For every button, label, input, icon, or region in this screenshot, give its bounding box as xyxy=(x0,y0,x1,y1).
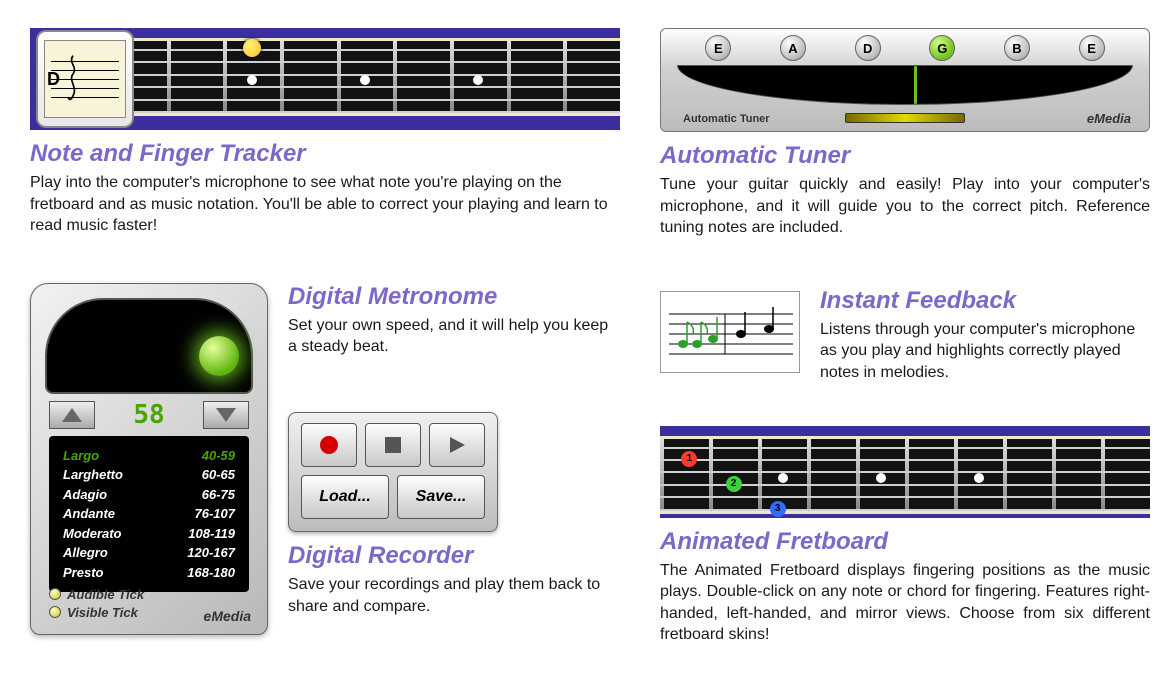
tuner-note-b-4[interactable]: B xyxy=(1004,35,1030,61)
tuner-window xyxy=(677,65,1133,105)
metronome-device: 58 Largo40-59Larghetto60-65Adagio66-75An… xyxy=(30,283,268,635)
animated-fretboard-image: 1 2 3 xyxy=(660,426,1150,518)
feedback-body: Listens through your computer's micropho… xyxy=(820,319,1150,384)
feedback-title: Instant Feedback xyxy=(820,287,1150,315)
tuner-label: Automatic Tuner xyxy=(683,113,770,125)
note-tracker-body: Play into the computer's microphone to s… xyxy=(30,172,620,237)
bpm-display: 58 xyxy=(133,400,164,430)
recorder-device: Load... Save... xyxy=(288,412,498,532)
tuner-body: Tune your guitar quickly and easily! Pla… xyxy=(660,174,1150,239)
finger-dot-2: 2 xyxy=(726,476,742,492)
tuner-note-a-1[interactable]: A xyxy=(780,35,806,61)
tempo-row-presto[interactable]: Presto168-180 xyxy=(63,563,235,583)
save-button[interactable]: Save... xyxy=(397,475,485,519)
tuner-device: E A D G B E Automatic Tuner eMedia xyxy=(660,28,1150,132)
animated-body: The Animated Fretboard displays fingerin… xyxy=(660,560,1150,646)
tuner-note-e-0[interactable]: E xyxy=(705,35,731,61)
audible-tick-label: Audible Tick xyxy=(67,587,144,602)
tuner-title: Automatic Tuner xyxy=(660,142,1150,170)
tempo-row-moderato[interactable]: Moderato108-119 xyxy=(63,524,235,544)
notation-card: D xyxy=(36,30,134,128)
finger-dot-3: 3 xyxy=(770,501,786,517)
play-button[interactable] xyxy=(429,423,485,467)
feedback-img xyxy=(660,291,800,373)
animated-title: Animated Fretboard xyxy=(660,528,1150,556)
recorder-body: Save your recordings and play them back … xyxy=(288,574,620,617)
tuner-needle xyxy=(914,66,917,104)
metronome-body: Set your own speed, and it will help you… xyxy=(288,315,620,358)
tuner-brand: eMedia xyxy=(1087,111,1131,126)
highlighted-note xyxy=(243,39,261,57)
metronome-screen xyxy=(45,298,253,394)
beat-indicator xyxy=(199,336,239,376)
tuner-note-g-3[interactable]: G xyxy=(929,35,955,61)
tempo-row-allegro[interactable]: Allegro120-167 xyxy=(63,543,235,563)
tempo-list: Largo40-59Larghetto60-65Adagio66-75Andan… xyxy=(49,436,249,593)
note-tracker-title: Note and Finger Tracker xyxy=(30,140,620,168)
visible-tick-label: Visible Tick xyxy=(67,605,138,620)
tempo-row-adagio[interactable]: Adagio66-75 xyxy=(63,485,235,505)
tempo-row-larghetto[interactable]: Larghetto60-65 xyxy=(63,465,235,485)
tuner-led-bar xyxy=(845,113,965,123)
metronome-brand: eMedia xyxy=(204,608,251,624)
record-button[interactable] xyxy=(301,423,357,467)
finger-dot-1: 1 xyxy=(681,451,697,467)
tuner-note-d-2[interactable]: D xyxy=(855,35,881,61)
tempo-row-largo[interactable]: Largo40-59 xyxy=(63,446,235,466)
audible-tick-led[interactable] xyxy=(49,588,61,600)
load-button[interactable]: Load... xyxy=(301,475,389,519)
recorder-title: Digital Recorder xyxy=(288,542,620,570)
note-tracker-image: D xyxy=(30,28,620,130)
tuner-note-e-5[interactable]: E xyxy=(1079,35,1105,61)
tempo-down-button[interactable] xyxy=(49,401,95,429)
metronome-title: Digital Metronome xyxy=(288,283,620,311)
stop-button[interactable] xyxy=(365,423,421,467)
tempo-up-button[interactable] xyxy=(203,401,249,429)
visible-tick-led[interactable] xyxy=(49,606,61,618)
tempo-row-andante[interactable]: Andante76-107 xyxy=(63,504,235,524)
